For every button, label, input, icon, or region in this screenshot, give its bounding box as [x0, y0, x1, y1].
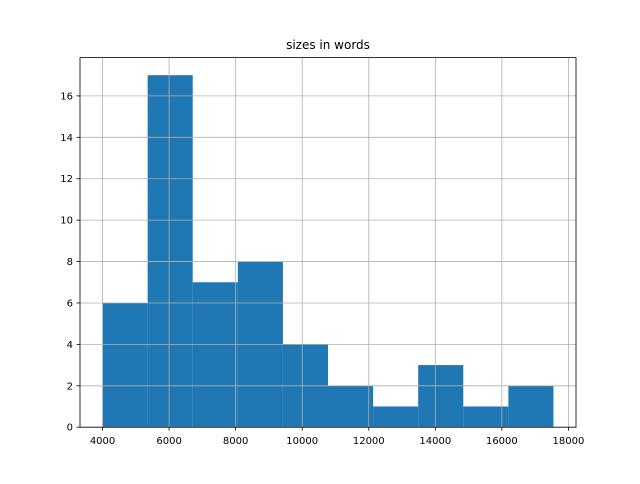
y-tick-label: 0	[67, 423, 73, 434]
y-tick-label: 8	[67, 257, 73, 268]
bar	[418, 365, 464, 428]
bar	[463, 406, 509, 428]
bar	[328, 385, 374, 428]
x-tick-label: 8000	[223, 436, 248, 447]
x-tick-label: 16000	[486, 436, 518, 447]
y-tick-label: 12	[60, 174, 73, 185]
y-tick-label: 10	[60, 216, 73, 227]
bar	[373, 406, 419, 428]
x-tick-label: 4000	[90, 436, 115, 447]
bar	[147, 75, 193, 428]
bar	[508, 385, 554, 428]
chart-title: sizes in words	[286, 38, 370, 52]
bar	[192, 282, 238, 428]
x-tick-label: 14000	[419, 436, 451, 447]
x-tick-label: 10000	[286, 436, 318, 447]
axes-frame	[79, 57, 577, 428]
x-tick-label: 6000	[156, 436, 181, 447]
x-tick-label: 18000	[553, 436, 585, 447]
y-tick-label: 4	[67, 340, 73, 351]
y-tick-label: 16	[60, 91, 73, 102]
bar	[102, 302, 148, 428]
y-tick-label: 6	[67, 298, 73, 309]
y-tick-label: 14	[60, 133, 73, 144]
x-tick-label: 12000	[353, 436, 385, 447]
y-tick-label: 2	[67, 381, 73, 392]
